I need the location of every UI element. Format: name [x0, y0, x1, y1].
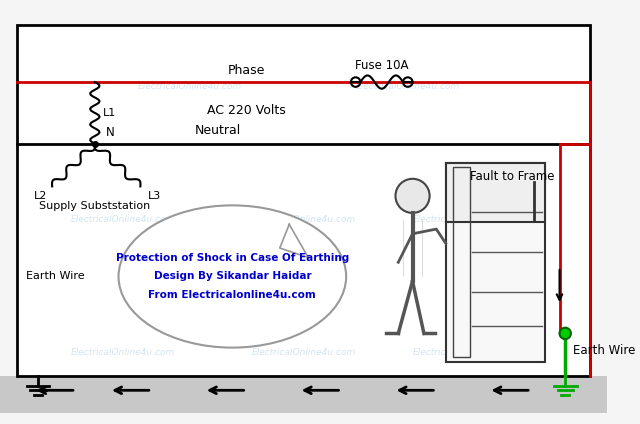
Text: ElectricalOnline4u.com: ElectricalOnline4u.com — [71, 348, 175, 357]
Text: ElectricalOnline4u.com: ElectricalOnline4u.com — [413, 348, 517, 357]
Text: N: N — [106, 126, 115, 139]
Text: Earth Wire: Earth Wire — [573, 344, 635, 357]
Text: Supply Subststation: Supply Subststation — [39, 201, 150, 211]
Text: Earth Wire: Earth Wire — [26, 271, 84, 282]
Text: Neutral: Neutral — [195, 124, 241, 137]
Bar — [445, 163, 545, 362]
Text: ElectricalOnline4u.com: ElectricalOnline4u.com — [252, 215, 356, 224]
Text: ElectricalOnline4u.com: ElectricalOnline4u.com — [252, 348, 356, 357]
Text: ElectricalOnline4u.com: ElectricalOnline4u.com — [356, 82, 460, 91]
Text: Fuse 10A: Fuse 10A — [355, 59, 408, 72]
Text: L2: L2 — [34, 191, 47, 201]
Text: From Electricalonline4u.com: From Electricalonline4u.com — [148, 290, 316, 301]
Text: ElectricalOnline4u.com: ElectricalOnline4u.com — [138, 82, 242, 91]
Text: ElectricalOnline4u.com: ElectricalOnline4u.com — [413, 215, 517, 224]
Ellipse shape — [118, 205, 346, 348]
Text: L1: L1 — [102, 108, 116, 118]
Text: Phase: Phase — [228, 64, 265, 77]
Text: Fault to Frame: Fault to Frame — [470, 170, 555, 184]
Bar — [17, 25, 590, 376]
Bar — [0, 376, 607, 413]
Text: Protection of Shock in Case Of Earthing: Protection of Shock in Case Of Earthing — [116, 253, 349, 262]
Text: AC 220 Volts: AC 220 Volts — [207, 104, 286, 117]
Polygon shape — [280, 224, 308, 257]
Bar — [453, 167, 470, 357]
Circle shape — [396, 179, 429, 213]
Bar — [445, 163, 545, 223]
Bar — [17, 25, 590, 376]
Text: L3: L3 — [148, 191, 161, 201]
Text: ElectricalOnline4u.com: ElectricalOnline4u.com — [71, 215, 175, 224]
Circle shape — [559, 328, 571, 339]
Text: Design By Sikandar Haidar: Design By Sikandar Haidar — [154, 271, 311, 282]
